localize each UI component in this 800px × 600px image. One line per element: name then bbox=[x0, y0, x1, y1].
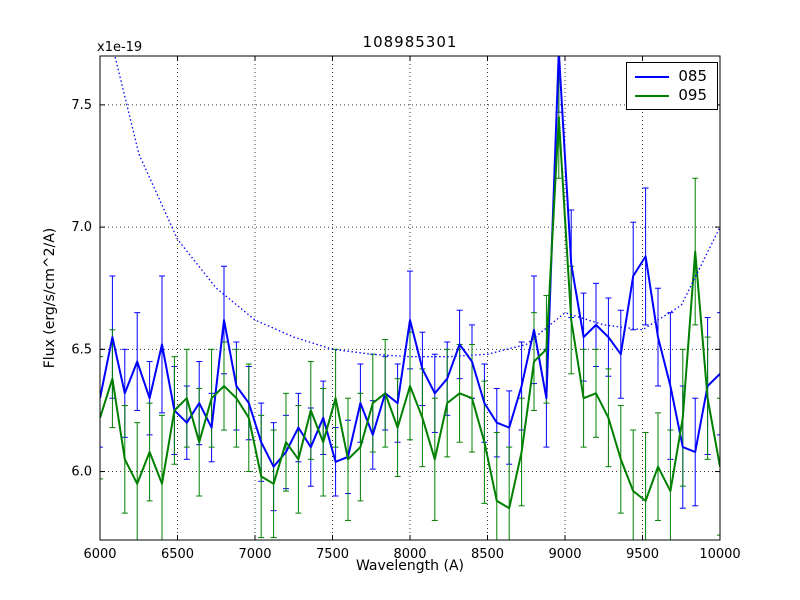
y-axis-label: Flux (erg/s/cm^2/A) bbox=[42, 227, 58, 369]
legend: 085 095 bbox=[626, 62, 718, 110]
x-axis-label: Wavelength (A) bbox=[355, 558, 464, 574]
svg-text:9000: 9000 bbox=[548, 547, 581, 562]
svg-text:6.5: 6.5 bbox=[71, 342, 92, 357]
svg-text:7.0: 7.0 bbox=[71, 220, 92, 235]
chart-title: 108985301 bbox=[362, 33, 458, 51]
legend-label-095: 095 bbox=[678, 86, 707, 104]
svg-text:6000: 6000 bbox=[83, 547, 116, 562]
svg-text:10000: 10000 bbox=[699, 547, 740, 562]
y-offset-label: x1e-19 bbox=[97, 40, 143, 55]
legend-label-085: 085 bbox=[678, 67, 707, 85]
legend-line-sample-095 bbox=[635, 94, 670, 97]
legend-entry-095: 095 bbox=[635, 86, 707, 105]
svg-text:7.5: 7.5 bbox=[71, 98, 92, 113]
svg-text:7000: 7000 bbox=[238, 547, 271, 562]
legend-line-sample-085 bbox=[635, 75, 670, 78]
svg-text:6.0: 6.0 bbox=[71, 465, 92, 480]
svg-text:6500: 6500 bbox=[161, 547, 194, 562]
svg-text:7500: 7500 bbox=[316, 547, 349, 562]
legend-entry-085: 085 bbox=[635, 67, 707, 86]
svg-text:8000: 8000 bbox=[393, 547, 426, 562]
svg-text:9500: 9500 bbox=[626, 547, 659, 562]
svg-text:8500: 8500 bbox=[471, 547, 504, 562]
